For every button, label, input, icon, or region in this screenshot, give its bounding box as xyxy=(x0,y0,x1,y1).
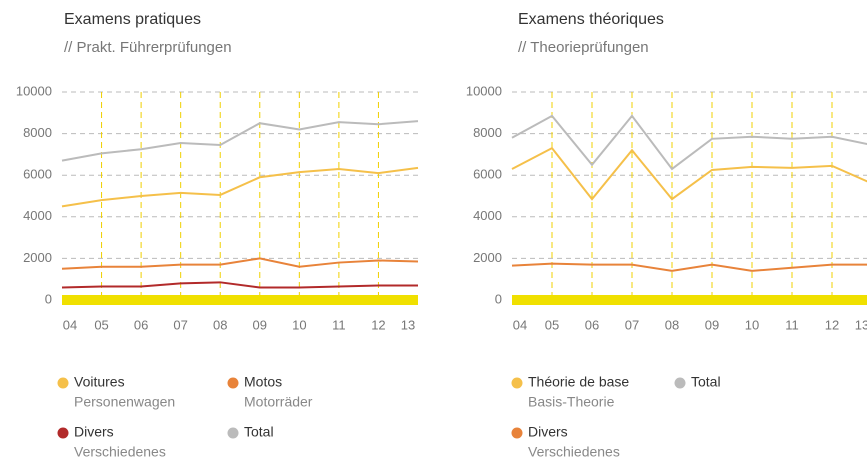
x-tick-label: 05 xyxy=(545,317,559,332)
series-line xyxy=(61,120,419,162)
y-tick-label: 4000 xyxy=(23,208,52,223)
x-tick-label: 05 xyxy=(94,317,108,332)
x-tick-label: 09 xyxy=(253,317,267,332)
series-line xyxy=(61,281,418,289)
x-tick-label: 10 xyxy=(745,317,759,332)
legend-dot xyxy=(57,377,69,389)
x-tick-label: 08 xyxy=(213,317,227,332)
legend-label: Motos xyxy=(244,374,282,390)
y-tick-label: 2000 xyxy=(23,250,52,265)
y-tick-label: 6000 xyxy=(473,167,502,182)
legend-sublabel: Personenwagen xyxy=(74,394,175,410)
baseline-bar xyxy=(512,295,867,305)
y-tick-label: 4000 xyxy=(473,208,502,223)
x-tick-label: 11 xyxy=(332,317,346,332)
legend-dot xyxy=(57,427,69,439)
x-tick-label: 04 xyxy=(513,317,527,332)
chart-subtitle: // Theorieprüfungen xyxy=(518,39,649,56)
chart-subtitle: // Prakt. Führerprüfungen xyxy=(64,39,232,56)
baseline-bar xyxy=(62,295,418,305)
x-tick-label: 10 xyxy=(292,317,306,332)
y-tick-label: 10000 xyxy=(466,83,502,98)
series-line xyxy=(61,166,419,208)
series-line xyxy=(511,114,867,171)
chart-title: Examens théoriques xyxy=(518,11,664,28)
x-tick-label: 12 xyxy=(371,317,385,332)
legend-dot xyxy=(511,427,523,439)
series-line xyxy=(511,146,867,201)
y-tick-label: 2000 xyxy=(473,250,502,265)
legend-dot xyxy=(227,427,239,439)
x-tick-label: 04 xyxy=(63,317,77,332)
x-tick-label: 12 xyxy=(825,317,839,332)
x-tick-label: 11 xyxy=(785,317,799,332)
chart-title: Examens pratiques xyxy=(64,11,201,28)
series-line xyxy=(61,257,419,270)
legend-label: Divers xyxy=(74,424,114,440)
legend-dot xyxy=(511,377,523,389)
y-tick-label: 0 xyxy=(45,291,52,306)
y-tick-label: 0 xyxy=(495,291,502,306)
legend-dot xyxy=(674,377,686,389)
legend-sublabel: Verschiedenes xyxy=(74,444,166,460)
y-tick-label: 10000 xyxy=(16,83,52,98)
legend-label: Total xyxy=(244,424,274,440)
legend-sublabel: Verschiedenes xyxy=(528,444,620,460)
legend-label: Divers xyxy=(528,424,568,440)
x-tick-label: 08 xyxy=(665,317,679,332)
y-tick-label: 8000 xyxy=(473,125,502,140)
x-tick-label: 13 xyxy=(855,317,867,332)
legend-sublabel: Motorräder xyxy=(244,394,313,410)
y-tick-label: 6000 xyxy=(23,167,52,182)
series-line xyxy=(511,262,867,272)
x-tick-label: 07 xyxy=(173,317,187,332)
legend-sublabel: Basis-Theorie xyxy=(528,394,615,410)
x-tick-label: 06 xyxy=(134,317,148,332)
x-tick-label: 09 xyxy=(705,317,719,332)
legend-dot xyxy=(227,377,239,389)
x-tick-label: 06 xyxy=(585,317,599,332)
x-tick-label: 07 xyxy=(625,317,639,332)
y-tick-label: 8000 xyxy=(23,125,52,140)
legend-label: Total xyxy=(691,374,721,390)
legend-label: Voitures xyxy=(74,374,125,390)
legend-label: Théorie de base xyxy=(528,374,629,390)
x-tick-label: 13 xyxy=(401,317,415,332)
